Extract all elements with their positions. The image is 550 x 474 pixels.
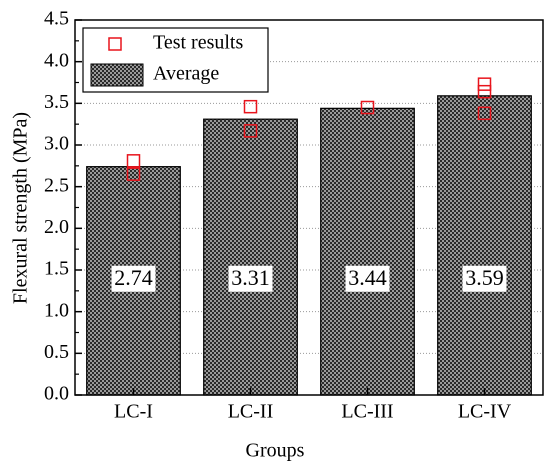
- bar: [320, 107, 415, 396]
- legend-label: Test results: [153, 32, 243, 54]
- y-tick-label: 1.0: [44, 299, 69, 321]
- x-axis-label: Groups: [246, 440, 305, 462]
- bar: [437, 95, 532, 396]
- y-tick-label: 2.5: [44, 174, 69, 196]
- value-label-bg: [228, 265, 273, 292]
- test-point: [477, 77, 492, 91]
- y-tick-label: 0.5: [44, 341, 69, 363]
- test-point: [477, 106, 492, 121]
- x-tick-label: LC-IV: [458, 401, 512, 423]
- value-label: 3.31: [231, 265, 270, 290]
- value-label: 2.74: [114, 265, 153, 290]
- y-axis-label: Flexural strength (MPa): [10, 112, 32, 304]
- value-label: 3.59: [465, 265, 504, 290]
- y-tick-label: 3.5: [44, 91, 69, 113]
- legend-marker: [108, 37, 122, 51]
- test-point: [243, 99, 258, 114]
- legend-marker: [90, 63, 144, 87]
- value-label: 3.44: [348, 265, 387, 290]
- test-point: [243, 124, 258, 138]
- y-tick-label: 1.5: [44, 258, 69, 280]
- bar: [203, 118, 298, 396]
- value-label-bg: [111, 265, 156, 292]
- x-tick-label: LC-II: [228, 401, 274, 423]
- plot-frame: [74, 19, 544, 396]
- x-tick-label: LC-I: [114, 401, 153, 423]
- test-point: [126, 167, 141, 181]
- y-tick-label: 2.0: [44, 216, 69, 238]
- test-point: [477, 84, 492, 99]
- x-tick-label: LC-III: [341, 401, 393, 423]
- legend-label: Average: [153, 63, 219, 85]
- test-point: [126, 154, 141, 168]
- y-tick-label: 0.0: [44, 383, 69, 405]
- test-point: [360, 100, 375, 115]
- value-label-bg: [345, 265, 390, 292]
- y-tick-label: 4.0: [44, 49, 69, 71]
- y-tick-label: 3.0: [44, 133, 69, 155]
- value-label-bg: [462, 265, 507, 292]
- y-tick-label: 4.5: [44, 8, 69, 30]
